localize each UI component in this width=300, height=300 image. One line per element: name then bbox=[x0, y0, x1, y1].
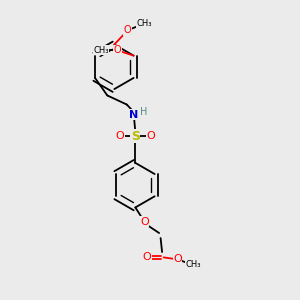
Text: CH₃: CH₃ bbox=[93, 46, 109, 55]
Text: O: O bbox=[116, 131, 124, 141]
Text: CH₃: CH₃ bbox=[136, 19, 152, 28]
Text: O: O bbox=[146, 131, 155, 141]
Text: O: O bbox=[113, 45, 121, 55]
Text: H: H bbox=[140, 107, 147, 117]
Text: CH₃: CH₃ bbox=[185, 260, 201, 269]
Text: O: O bbox=[173, 254, 182, 265]
Text: O: O bbox=[124, 25, 131, 35]
Text: N: N bbox=[129, 110, 139, 120]
Text: O: O bbox=[140, 217, 148, 227]
Text: S: S bbox=[131, 130, 140, 142]
Text: O: O bbox=[142, 252, 151, 262]
